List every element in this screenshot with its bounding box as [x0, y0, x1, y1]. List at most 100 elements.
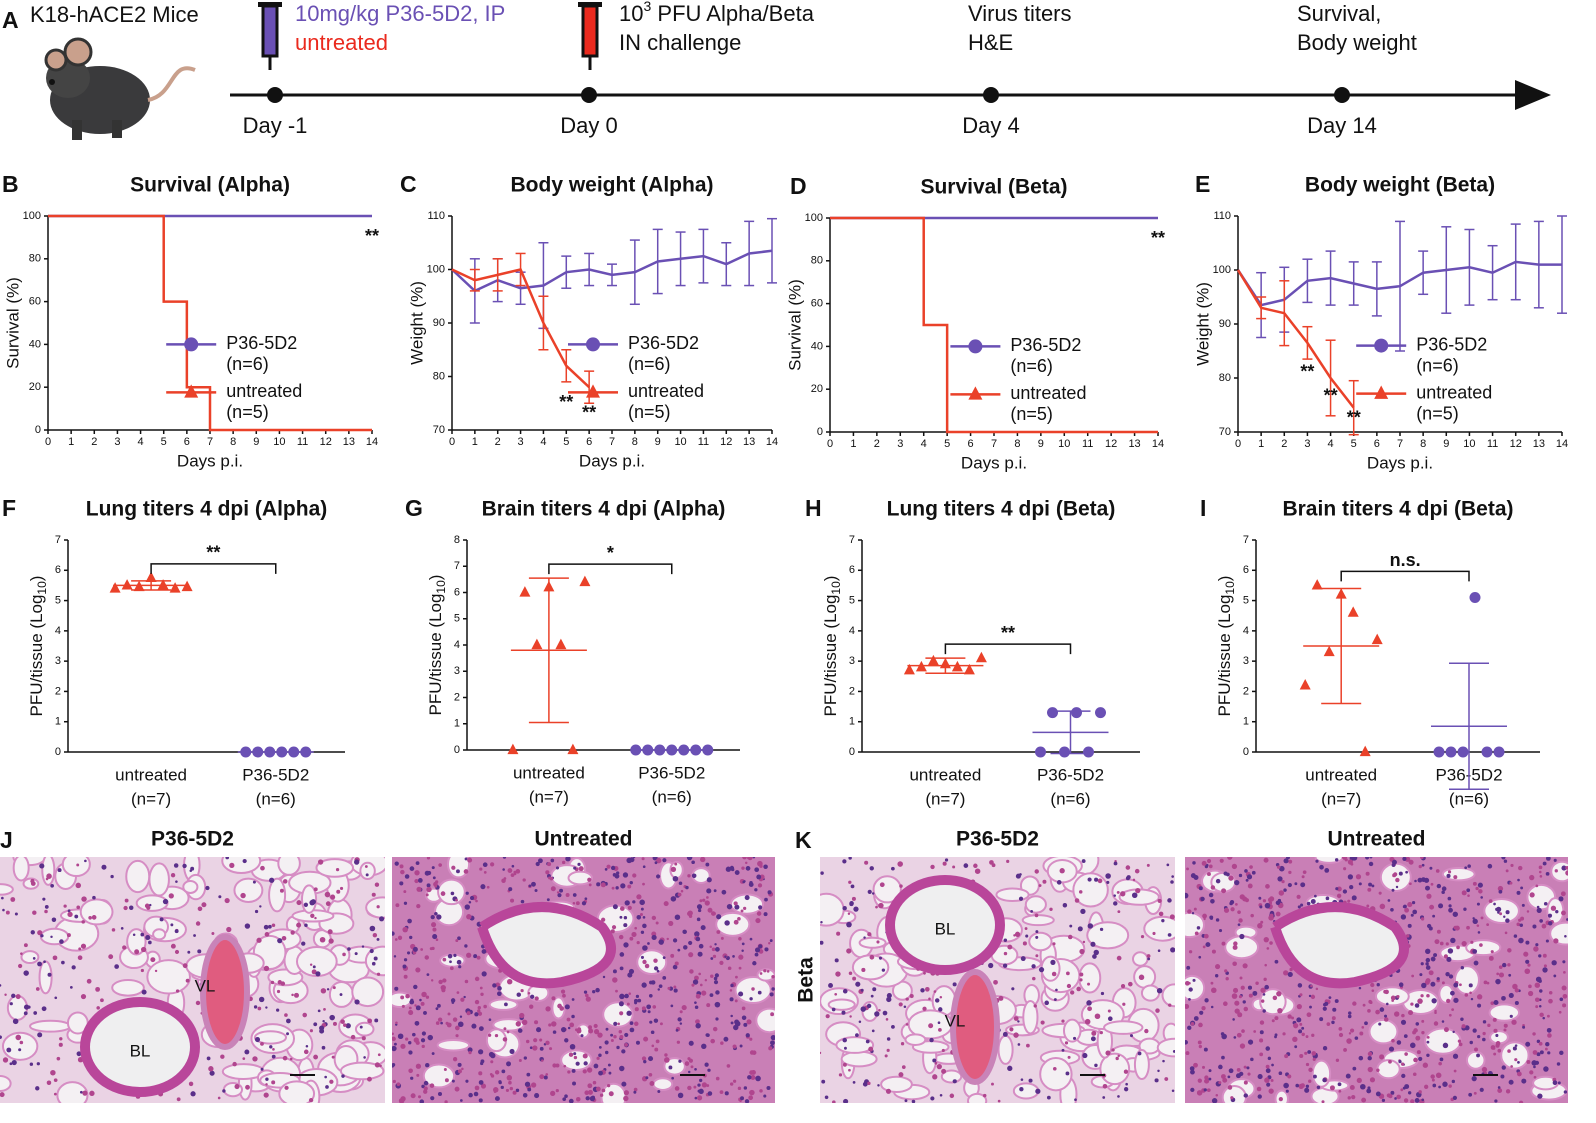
nucleus [1561, 865, 1567, 871]
nucleus [1497, 911, 1500, 914]
x-tick-label: 14 [1556, 438, 1568, 450]
nucleus [678, 1059, 682, 1063]
nucleus [254, 1037, 261, 1043]
nucleus [1291, 1016, 1294, 1020]
nucleus [1225, 977, 1229, 981]
nucleus [848, 880, 852, 884]
nucleus [1480, 896, 1483, 899]
nucleus [1304, 1051, 1308, 1055]
nucleus [71, 965, 76, 970]
nucleus [1284, 1054, 1289, 1059]
nucleus [1257, 923, 1263, 929]
nucleus [477, 1006, 481, 1010]
nucleus [709, 945, 712, 949]
nucleus [1547, 1033, 1552, 1038]
nucleus [974, 868, 981, 874]
nucleus [18, 1048, 22, 1052]
x-tick-label: 1 [68, 436, 74, 448]
nucleus [595, 1086, 601, 1092]
nucleus [878, 902, 884, 909]
nucleus [435, 1021, 440, 1025]
histology-image [820, 857, 1175, 1103]
marker [519, 586, 531, 597]
nucleus [433, 881, 438, 887]
nucleus [729, 989, 733, 992]
nucleus [724, 920, 730, 926]
nucleus [1451, 1079, 1455, 1084]
nucleus [693, 1085, 697, 1089]
nucleus [712, 954, 717, 959]
nucleus [1263, 977, 1267, 982]
nucleus [706, 888, 712, 894]
nucleus [855, 981, 861, 987]
nucleus [748, 882, 754, 887]
nucleus [415, 1005, 421, 1011]
nucleus [420, 1038, 426, 1043]
nucleus [1274, 1035, 1277, 1039]
nucleus [1408, 859, 1414, 865]
structure-label: VL [945, 1011, 966, 1030]
nucleus [1246, 1066, 1250, 1070]
nucleus [1533, 1075, 1537, 1079]
nucleus [1002, 1031, 1008, 1037]
nucleus [442, 957, 447, 962]
nucleus [393, 955, 397, 958]
nucleus [938, 1007, 943, 1012]
nucleus [626, 1002, 630, 1006]
y-label-sub: 10 [1223, 581, 1237, 595]
nucleus [1421, 1098, 1425, 1102]
nucleus [420, 948, 424, 951]
nucleus [831, 1007, 836, 1012]
nucleus [632, 873, 637, 878]
nucleus [1365, 871, 1370, 876]
nucleus [1276, 865, 1281, 869]
nucleus [1435, 869, 1440, 873]
nucleus [69, 985, 73, 989]
nucleus [124, 898, 129, 903]
nucleus [1351, 895, 1357, 901]
marker [531, 638, 543, 650]
nucleus [952, 865, 956, 869]
nucleus [369, 948, 374, 954]
nucleus [1296, 894, 1301, 899]
nucleus [911, 1099, 916, 1103]
nucleus [395, 1021, 398, 1025]
nucleus [707, 1068, 711, 1072]
nucleus [159, 917, 164, 922]
nucleus [1371, 989, 1375, 992]
nucleus [536, 1027, 542, 1033]
readout-label: Virus titers [968, 1, 1072, 26]
nucleus [744, 1099, 750, 1103]
nucleus [696, 917, 701, 922]
nucleus [1442, 1042, 1449, 1049]
nucleus [754, 888, 758, 892]
nucleus [1533, 946, 1539, 952]
nucleus [1347, 899, 1351, 903]
nucleus [886, 996, 892, 1003]
challenge-exp: 3 [643, 0, 651, 14]
nucleus [309, 899, 315, 906]
nucleus [1264, 963, 1267, 967]
nucleus [508, 887, 513, 892]
nucleus [754, 947, 761, 953]
nucleus [12, 1018, 19, 1025]
nucleus [662, 956, 666, 960]
nucleus [673, 985, 677, 989]
nucleus [493, 1090, 497, 1094]
nucleus [234, 1083, 240, 1090]
nucleus [852, 1081, 856, 1084]
nucleus [463, 869, 469, 874]
marker [1059, 746, 1070, 758]
nucleus [425, 1062, 430, 1068]
nucleus [1185, 892, 1189, 899]
day-label: Day 0 [560, 113, 617, 138]
nucleus [997, 1099, 1001, 1103]
y-tick-label: 2 [849, 685, 855, 697]
nucleus [457, 1069, 462, 1074]
nucleus [1412, 909, 1418, 915]
nucleus [691, 860, 695, 865]
nucleus [697, 1083, 701, 1087]
nucleus [1259, 1020, 1265, 1025]
nucleus [1262, 899, 1267, 903]
nucleus [629, 857, 635, 863]
